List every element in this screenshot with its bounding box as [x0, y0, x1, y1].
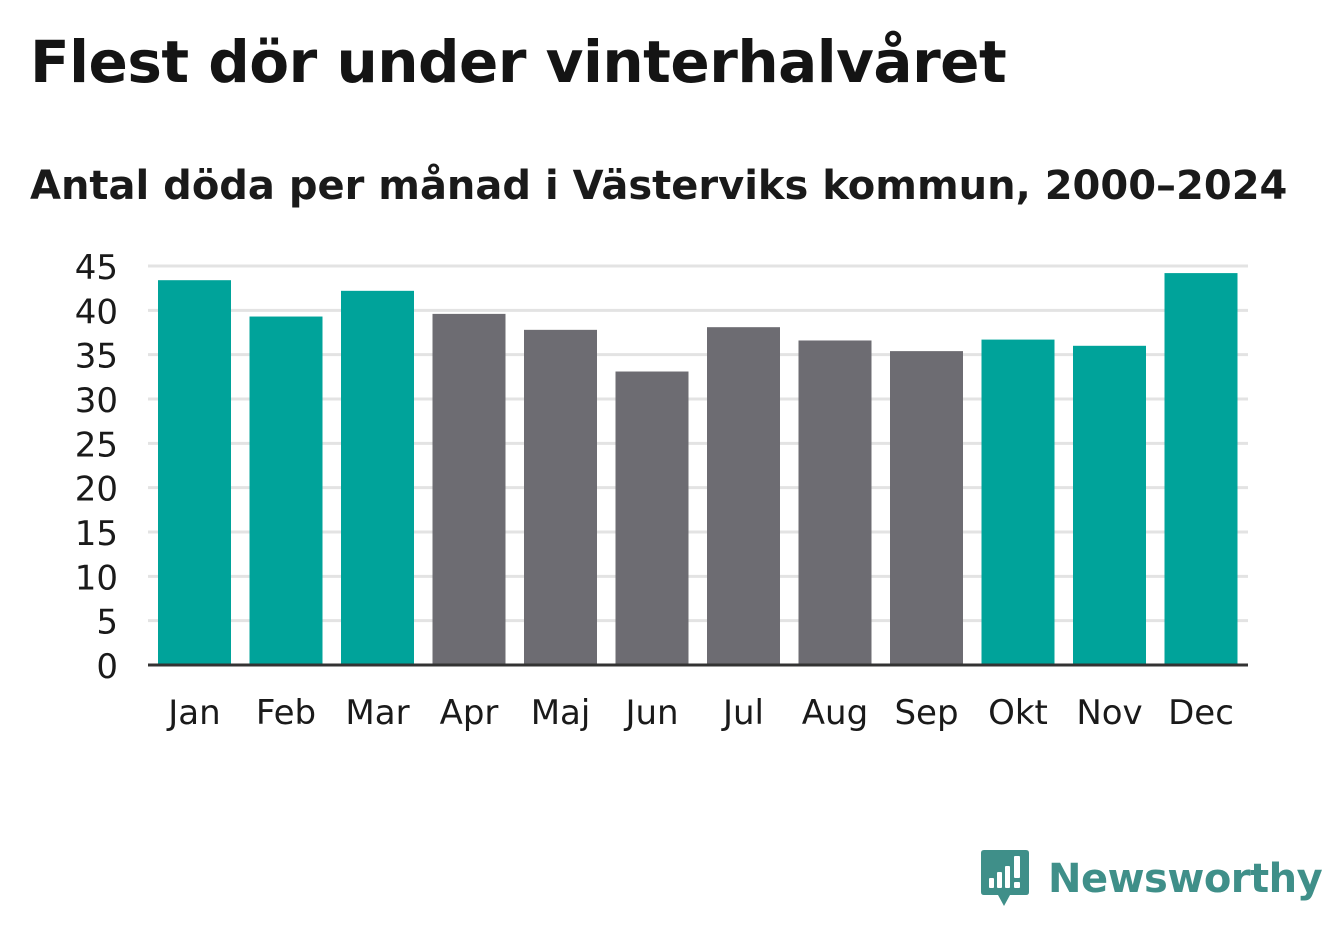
x-tick-label: Mar: [345, 693, 409, 733]
chart-title: Flest dör under vinterhalvåret: [30, 28, 1007, 96]
bar-mar: [341, 290, 414, 665]
x-tick-label: Okt: [988, 693, 1048, 733]
bar-dec: [1164, 273, 1238, 665]
bar-okt: [981, 339, 1055, 665]
x-tick-label: Apr: [440, 693, 499, 733]
y-tick-label: 0: [96, 647, 118, 687]
y-tick-label: 5: [96, 603, 118, 643]
newsworthy-logo-icon: [981, 850, 1029, 906]
y-tick-label: 30: [75, 381, 118, 421]
bar-feb: [249, 316, 323, 665]
y-tick-label: 20: [75, 470, 118, 510]
bar-nov: [1073, 345, 1146, 665]
bar-jan: [158, 280, 231, 665]
bar-apr: [432, 313, 506, 665]
y-tick-label: 15: [75, 514, 118, 554]
x-tick-label: Nov: [1076, 693, 1142, 733]
x-axis-tick-labels: Jan Feb Mar Apr Maj Jun Jul Aug Sep Okt Nov Dec: [166, 693, 1234, 733]
bar-jul: [707, 327, 780, 665]
bar-jun: [615, 371, 689, 665]
y-tick-label: 45: [75, 248, 118, 288]
x-tick-label: Dec: [1168, 693, 1234, 733]
y-tick-label: 10: [75, 558, 118, 598]
bars: [158, 273, 1238, 665]
x-tick-label: Jul: [721, 693, 764, 733]
y-tick-label: 35: [75, 337, 118, 377]
x-tick-label: Sep: [894, 693, 958, 733]
y-tick-label: 40: [75, 292, 118, 332]
x-tick-label: Maj: [531, 693, 591, 733]
x-tick-label: Jan: [166, 693, 220, 733]
bar-maj: [524, 329, 597, 665]
gridlines: [148, 264, 1248, 623]
bar-sep: [890, 351, 963, 665]
x-tick-label: Aug: [802, 693, 868, 733]
x-tick-label: Jun: [623, 693, 678, 733]
y-tick-label: 25: [75, 425, 118, 465]
newsworthy-logo: Newsworthy: [980, 848, 1322, 910]
bar-aug: [798, 340, 872, 665]
brand-name: Newsworthy: [1048, 856, 1322, 902]
x-tick-label: Feb: [256, 693, 316, 733]
chart-subtitle: Antal döda per månad i Västerviks kommun…: [30, 163, 1288, 209]
